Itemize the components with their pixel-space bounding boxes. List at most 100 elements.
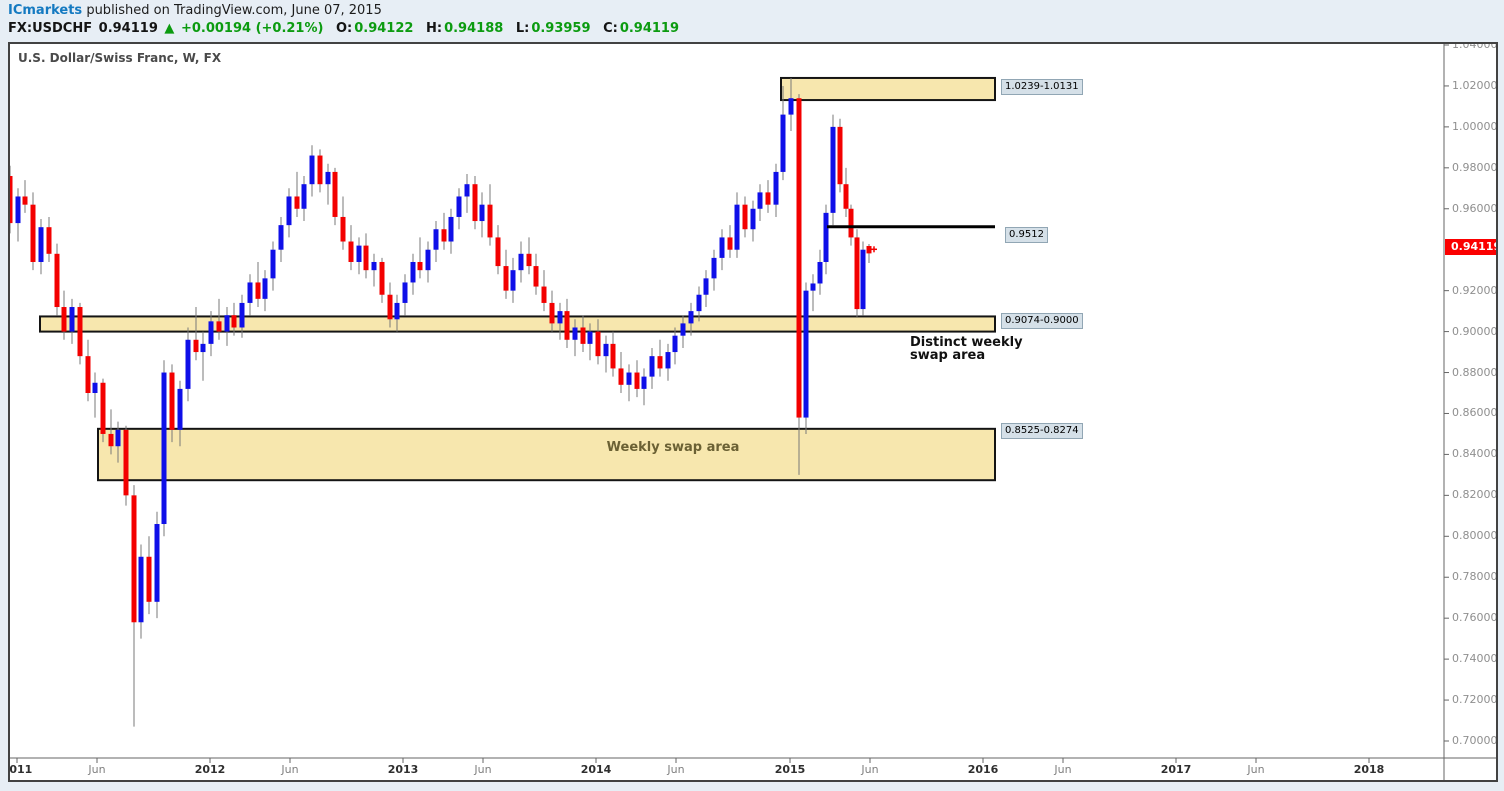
candle-up — [719, 237, 725, 258]
price-tick-label: 0.96000 — [1452, 201, 1498, 215]
candle-up — [641, 376, 647, 389]
candle-up — [402, 282, 408, 303]
candle-down — [294, 196, 300, 209]
candle-up — [92, 382, 98, 393]
candle-up — [830, 126, 836, 213]
candle-down — [77, 307, 83, 357]
price-zone — [97, 427, 996, 482]
candle-up — [138, 556, 144, 623]
month-label: Jun — [1247, 763, 1265, 776]
swap-zone-label[interactable]: 0.9074-0.9000 — [1001, 313, 1083, 329]
candle-up — [247, 282, 253, 303]
candle-down — [657, 356, 663, 369]
candle-up — [208, 321, 214, 344]
candle-down — [123, 429, 129, 496]
candle-down — [54, 253, 60, 308]
candle-up — [448, 216, 454, 242]
candle-up — [15, 196, 21, 224]
candle-down — [503, 266, 509, 291]
candle-up — [286, 196, 292, 226]
candle-up — [224, 315, 230, 332]
candle-up — [780, 114, 786, 172]
month-label: Jun — [1054, 763, 1072, 776]
candle-down — [742, 204, 748, 230]
candle-up — [425, 249, 431, 271]
demand-zone-label[interactable]: 0.8525-0.8274 — [1001, 423, 1083, 439]
price-tick-label: 0.88000 — [1452, 365, 1498, 379]
weekly-swap-area-note[interactable]: Weekly swap area — [606, 440, 740, 455]
candle-down — [610, 343, 616, 369]
candle-down — [100, 382, 106, 434]
candle-down — [526, 253, 532, 267]
candle-up — [394, 302, 400, 320]
candle-down — [796, 98, 802, 418]
candle-down — [255, 282, 261, 299]
candle-down — [837, 126, 843, 185]
candle-up — [309, 155, 315, 185]
candle-down — [379, 261, 385, 295]
candle-up — [154, 524, 160, 602]
candle-down — [564, 311, 570, 340]
publisher-link[interactable]: ICmarkets — [8, 3, 83, 18]
candle-down — [495, 237, 501, 267]
candle-down — [549, 302, 555, 324]
candle-up — [38, 227, 44, 262]
year-label: 2015 — [774, 763, 806, 776]
last-price: 0.94119 — [98, 21, 158, 36]
low-value: 0.93959 — [531, 21, 591, 36]
candle-down — [533, 266, 539, 287]
candle-up — [803, 290, 809, 418]
month-label: Jun — [88, 763, 106, 776]
price-tick-label: 0.74000 — [1452, 652, 1498, 666]
price-tick-label: 0.78000 — [1452, 570, 1498, 584]
candle-down — [487, 204, 493, 238]
price-tick-label: 0.90000 — [1452, 324, 1498, 338]
year-label: 2018 — [1353, 763, 1385, 776]
year-label: 2013 — [387, 763, 419, 776]
candle-down — [340, 216, 346, 242]
candle-down — [216, 321, 222, 332]
time-axis[interactable]: 2011 Jun 2012 Jun 2013 Jun 2014 Jun 2015 Jun 2016 J… — [10, 758, 1444, 780]
candle-up — [262, 278, 268, 299]
candle-down — [854, 237, 860, 310]
candle-down — [85, 356, 91, 393]
candle-up — [810, 283, 816, 291]
candle-up — [603, 343, 609, 357]
candle-up — [817, 261, 823, 284]
close-label: C: — [603, 21, 618, 36]
candle-up — [371, 261, 377, 271]
price-tick-label: 0.70000 — [1452, 734, 1498, 747]
candle-up — [510, 270, 516, 291]
candle-up — [672, 335, 678, 353]
candle-down — [61, 307, 67, 332]
price-axis[interactable]: 1.04000 1.02000 1.00000 0.98000 0.96000 0.920… — [1444, 44, 1496, 758]
resistance-line-label[interactable]: 0.9512 — [1005, 227, 1048, 243]
candle-down — [580, 327, 586, 344]
change-arrow-icon: ▲ — [164, 21, 175, 36]
high-label: H: — [425, 21, 443, 36]
supply-zone-label[interactable]: 1.0239-1.0131 — [1001, 79, 1083, 95]
month-label: Jun — [861, 763, 879, 776]
price-tick-label: 0.86000 — [1452, 406, 1498, 420]
candle-up — [773, 171, 779, 205]
candle-up — [69, 307, 75, 332]
year-label: 2011 — [9, 763, 33, 776]
distinct-swap-area-note[interactable]: Distinct weekly swap area — [910, 335, 1023, 363]
candlestick-chart-canvas[interactable] — [10, 44, 1496, 780]
candle-up — [518, 253, 524, 271]
low-label: L: — [515, 21, 530, 36]
candle-down — [46, 227, 52, 254]
candle-up — [788, 98, 794, 115]
candle-up — [115, 429, 121, 447]
candle-down — [348, 241, 354, 262]
candle-up — [479, 204, 485, 222]
symbol-label: FX:USDCHF — [8, 21, 93, 36]
candle-down — [332, 171, 338, 217]
month-label: Jun — [667, 763, 685, 776]
candle-up — [860, 249, 866, 310]
price-tick-label: 0.84000 — [1452, 447, 1498, 461]
open-label: O: — [335, 21, 353, 36]
candle-up — [665, 352, 671, 369]
candle-down — [169, 372, 175, 430]
candle-up — [464, 184, 470, 197]
